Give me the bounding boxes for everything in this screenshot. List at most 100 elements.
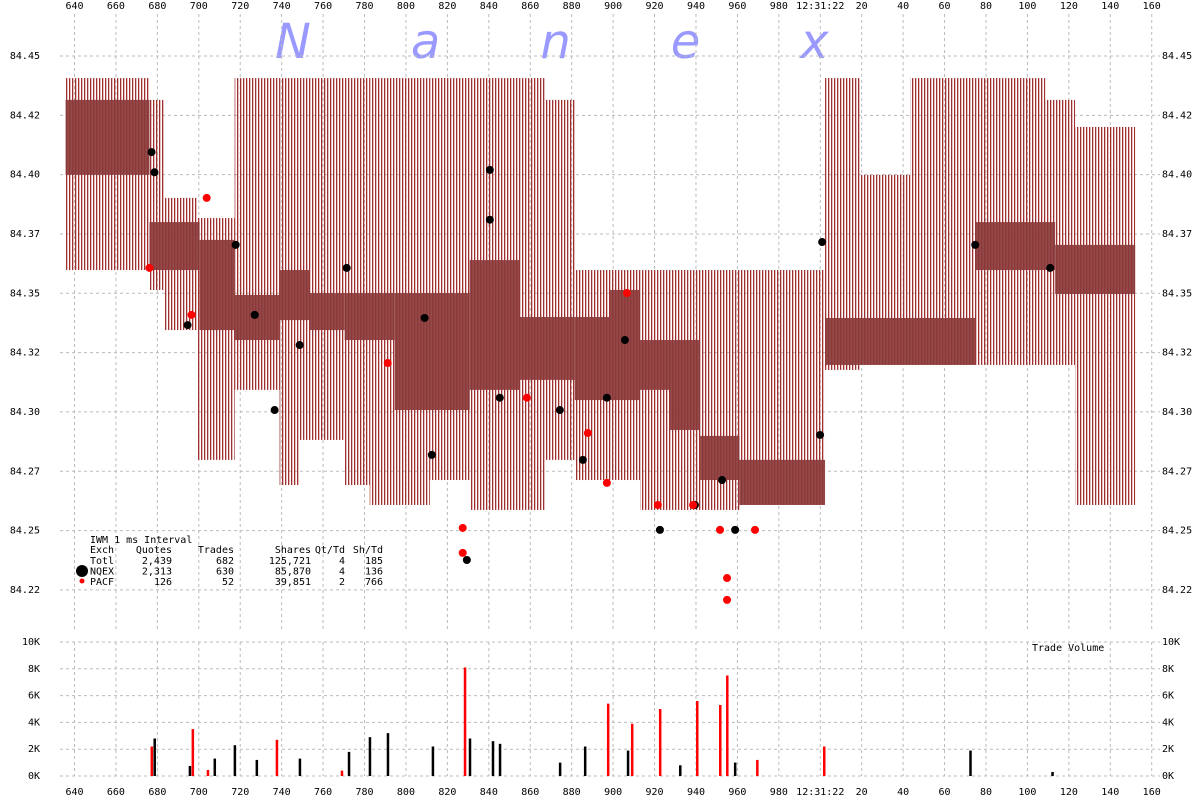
volume-bar [468,738,472,776]
x-tick-label: 880 [563,787,581,798]
trade-point [270,406,279,415]
stats-cell: 2,313 [142,567,172,578]
x-tick-label: 800 [397,787,415,798]
nbbo-band [149,222,200,271]
x-tick-label: 700 [190,1,208,12]
x-tick-label: 120 [1060,1,1078,12]
y-tick-label: 84.42 [10,110,40,121]
stats-cell: 39,851 [275,577,311,588]
stats-header: Shares [275,545,311,556]
volume-bar [233,745,237,776]
nbbo-band [65,99,150,175]
y-tick-label: 10K [22,637,40,648]
x-tick-label: 20 [856,1,868,12]
y-tick-label: 84.22 [1162,585,1192,596]
trade-point [620,336,629,345]
volume-bar [719,704,722,776]
x-tick-label: 740 [273,787,291,798]
x-tick-label: 980 [770,1,788,12]
y-tick-label: 84.32 [10,348,40,359]
x-tick-label: 60 [939,1,951,12]
x-tick-label: 780 [355,1,373,12]
trade-point [578,455,587,464]
x-tick-label: 960 [728,787,746,798]
x-tick-label: 12:31:22 [796,787,844,798]
volume-bar [696,700,699,776]
x-tick-label: 820 [438,787,456,798]
volume-bar [188,765,192,776]
volume-bar [255,759,259,776]
y-tick-label: 0K [1162,771,1174,782]
trade-point [485,165,494,174]
y-tick-label: 84.40 [10,170,40,181]
volume-bar [206,769,210,776]
x-tick-label: 680 [148,787,166,798]
trade-point [653,500,662,509]
volume-bar [1051,771,1054,776]
trade-point [458,523,467,532]
volume-bar [275,739,279,776]
y-tick-label: 84.37 [10,229,40,240]
trade-point [183,321,192,330]
y-tick-label: 0K [28,771,40,782]
stats-cell: 630 [216,567,234,578]
stats-cell: NQEX [90,567,114,578]
stats-cell: 682 [216,556,234,567]
y-tick-label: 8K [1162,664,1174,675]
trade-point [295,341,304,350]
trade-point [689,500,698,509]
trade-point [383,359,392,368]
trade-point [150,168,159,177]
stats-header: Trades [198,545,234,556]
x-tick-label: 20 [856,787,868,798]
x-tick-label: 160 [1143,1,1161,12]
x-tick-label: 800 [397,1,415,12]
y-tick-label: 6K [1162,691,1174,702]
nbbo-band [574,317,610,401]
trade-point [816,430,825,439]
trade-point [202,193,211,202]
nbbo-band [199,239,235,331]
x-tick-label: 860 [521,1,539,12]
x-tick-label: 80 [980,1,992,12]
stats-cell: PACF [90,577,114,588]
stats-cell: 85,870 [275,567,311,578]
trade-point [818,238,827,247]
volume-bar [756,759,759,776]
trade-point [147,148,156,157]
stats-title: IWM 1 ms Interval [90,535,192,546]
stats-cell: 766 [365,577,383,588]
legend-marker [79,578,85,584]
y-tick-label: 84.32 [1162,348,1192,359]
y-tick-label: 10K [1162,637,1180,648]
y-tick-label: 84.30 [1162,407,1192,418]
x-tick-label: 140 [1101,787,1119,798]
y-tick-label: 84.30 [10,407,40,418]
trade-point [462,556,471,564]
x-tick-label: 780 [355,787,373,798]
volume-bar [969,750,972,776]
y-tick-label: 84.25 [10,526,40,537]
stats-header: Sh/Td [353,545,383,556]
trade-point [342,263,351,272]
exchange-quote-band [299,78,345,440]
stats-header: Quotes [136,545,172,556]
x-tick-label: 660 [107,787,125,798]
x-tick-label: 920 [646,787,664,798]
trade-point [751,525,760,534]
y-tick-label: 84.22 [10,585,40,596]
x-tick-label: 40 [897,1,909,12]
stats-cell: 4 [339,567,345,578]
trade-point [1046,263,1055,272]
x-tick-label: 60 [939,787,951,798]
y-tick-label: 84.40 [1162,170,1192,181]
y-tick-label: 84.35 [1162,288,1192,299]
nbbo-band [519,317,575,380]
trade-point [427,450,436,459]
y-tick-label: 84.25 [1162,526,1192,537]
exchange-quote-band [544,99,575,460]
y-tick-label: 84.27 [1162,466,1192,477]
stats-cell: 2 [339,577,345,588]
stats-cell: 4 [339,556,345,567]
y-tick-label: 84.45 [10,51,40,62]
